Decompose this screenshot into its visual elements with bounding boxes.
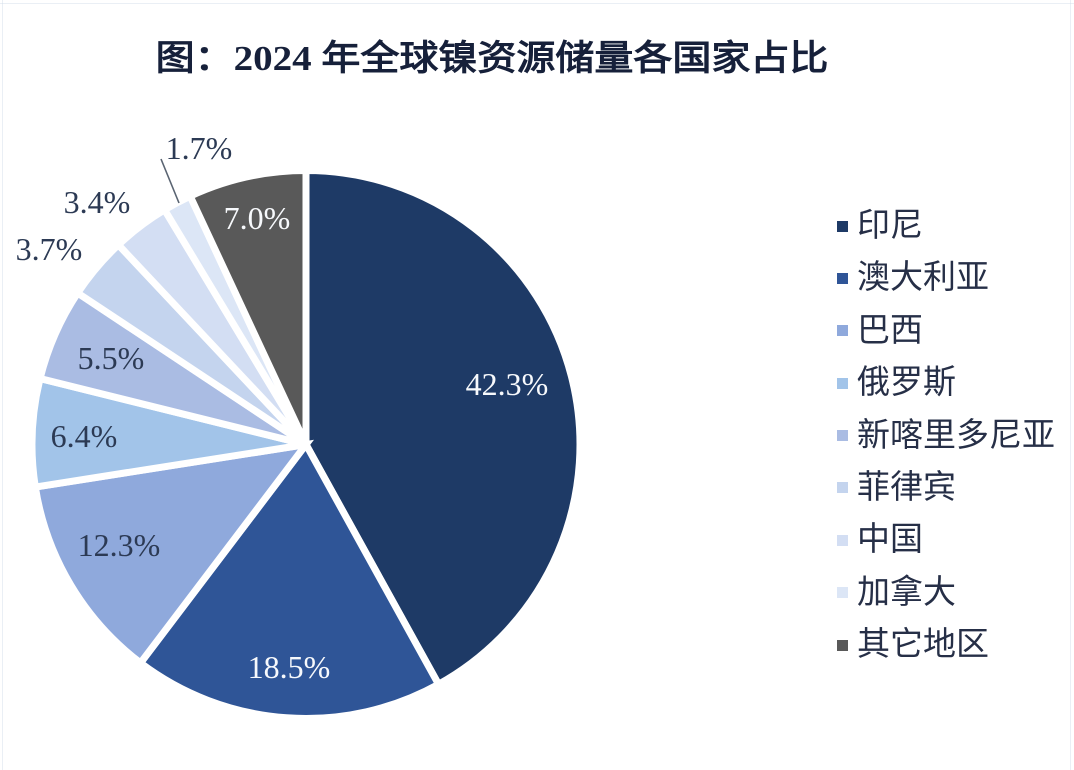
legend-item-中国: 中国 [837, 520, 923, 560]
pie-label-印尼: 42.3% [466, 366, 549, 402]
legend-item-label: 澳大利亚 [857, 260, 989, 297]
legend-item-其它地区: 其它地区 [837, 625, 989, 665]
pie-slice-其它地区 [185, 166, 310, 446]
legend-item-菲律宾: 菲律宾 [837, 468, 956, 508]
pie-label-澳大利亚: 18.5% [248, 649, 331, 685]
chart-title: 图：2024 年全球镍资源储量各国家占比 [155, 39, 829, 78]
pie-slice-印尼 [302, 166, 584, 690]
pie-label-菲律宾: 3.7% [16, 231, 83, 267]
label-leader-line [160, 158, 180, 204]
legend: 印尼澳大利亚巴西俄罗斯新喀里多尼亚 菲律宾中国加拿大其它地区 [837, 0, 1074, 770]
pie-slice-巴西 [31, 439, 315, 668]
legend-marker-icon [837, 639, 848, 651]
page-edge-right [1070, 0, 1071, 770]
pie-label-其它地区: 7.0% [224, 200, 291, 236]
legend-marker-icon [837, 587, 848, 599]
pie-label-加拿大: 1.7% [166, 130, 233, 166]
legend-marker-icon [837, 220, 848, 232]
legend-item-新喀里多尼亚: 新喀里多尼亚 [837, 416, 1055, 456]
legend-item-澳大利亚: 澳大利亚 [837, 258, 989, 298]
legend-marker-icon [837, 482, 848, 494]
legend-marker-icon [837, 272, 848, 284]
legend-item-加拿大: 加拿大 [837, 573, 956, 613]
pie-slice-澳大利亚 [135, 438, 444, 722]
legend-marker-icon [837, 325, 848, 337]
pie-label-中国: 3.4% [64, 184, 131, 220]
legend-item-label: 加拿大 [857, 574, 956, 611]
legend-marker-icon [837, 430, 848, 441]
legend-marker-icon [837, 377, 848, 389]
legend-item-label: 新喀里多尼亚 [857, 417, 1055, 454]
pie-label-新喀里多尼亚: 5.5% [78, 340, 145, 376]
legend-item-印尼: 印尼 [837, 206, 923, 246]
legend-item-label: 中国 [857, 522, 923, 559]
pie-label-俄罗斯: 6.4% [51, 418, 118, 454]
legend-item-label: 俄罗斯 [857, 365, 956, 402]
legend-marker-icon [837, 534, 848, 546]
page-edge-top [0, 3, 1074, 4]
page-edge-left [2, 0, 3, 770]
legend-item-巴西: 巴西 [837, 311, 923, 351]
pie-label-巴西: 12.3% [78, 527, 161, 563]
legend-item-label: 菲律宾 [857, 469, 956, 506]
legend-item-label: 巴西 [857, 312, 923, 349]
legend-item-俄罗斯: 俄罗斯 [837, 363, 956, 403]
legend-item-label: 印尼 [857, 208, 923, 244]
legend-item-label: 其它地区 [857, 627, 989, 663]
